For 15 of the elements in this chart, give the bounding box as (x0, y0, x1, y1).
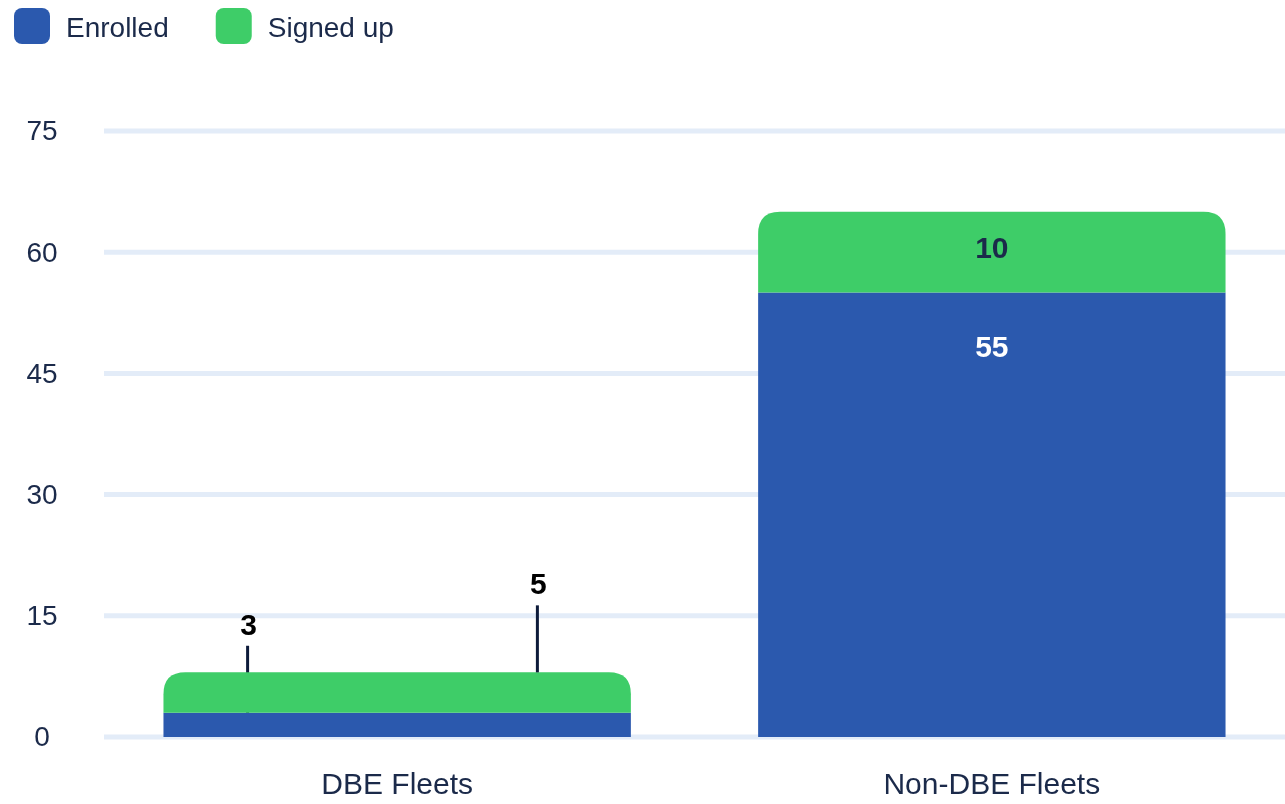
x-tick-label: DBE Fleets (321, 767, 474, 801)
y-tick-label: 0 (34, 721, 50, 753)
y-tick-label: 30 (26, 479, 58, 511)
x-tick-label: Non-DBE Fleets (883, 767, 1101, 801)
data-label: 55 (975, 329, 1009, 363)
legend-label: Enrolled (66, 12, 169, 43)
data-label: 10 (975, 230, 1009, 264)
legend-label: Signed up (267, 12, 394, 43)
y-tick-label: 15 (26, 600, 58, 632)
y-tick-label: 75 (26, 115, 58, 147)
data-label: 3 (240, 607, 257, 641)
data-label: 5 (530, 567, 547, 601)
bar (163, 672, 631, 713)
y-tick-label: 45 (26, 357, 58, 389)
y-tick-label: 60 (26, 236, 58, 268)
